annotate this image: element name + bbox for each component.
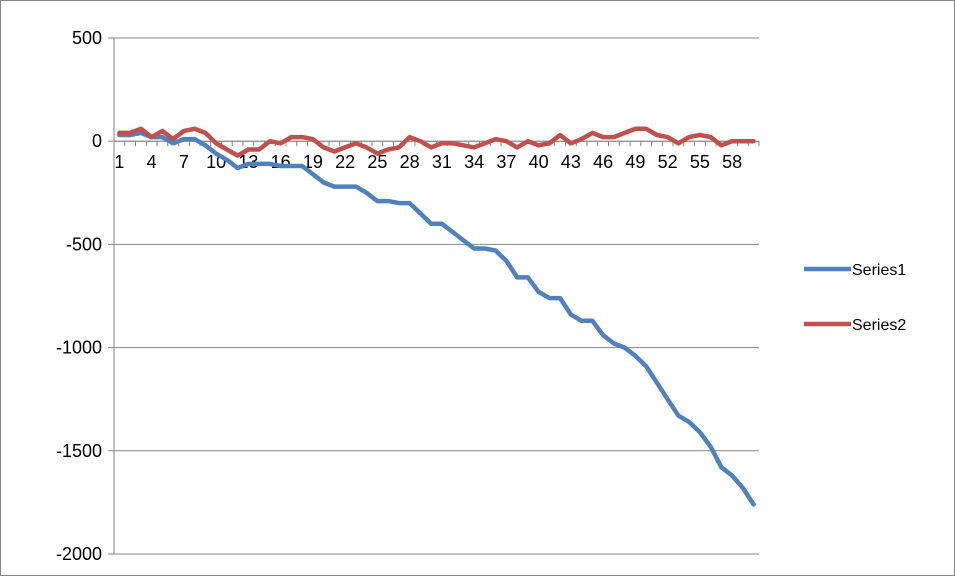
y-tick-label: -1500 [56, 441, 102, 461]
x-tick-label: 4 [147, 152, 157, 172]
legend-label: Series1 [852, 262, 906, 279]
gridlines [114, 37, 759, 555]
y-tick-label: 500 [72, 28, 102, 48]
x-tick-label: 19 [303, 152, 323, 172]
x-tick-label: 1 [114, 152, 124, 172]
x-tick-label: 46 [593, 152, 613, 172]
y-tick-label: -2000 [56, 544, 102, 564]
series-line-series2 [117, 126, 756, 158]
series-line-series1 [117, 130, 756, 507]
y-tick-label: 0 [92, 131, 102, 151]
x-tick-label: 25 [367, 152, 387, 172]
x-tick-label: 16 [271, 152, 291, 172]
x-tick-label: 55 [690, 152, 710, 172]
x-tick-label: 43 [561, 152, 581, 172]
legend: Series1 Series2 [804, 262, 906, 334]
x-tick-label: 31 [432, 152, 452, 172]
x-tick-label: 52 [658, 152, 678, 172]
legend-label: Series2 [852, 317, 906, 334]
x-tick-label: 28 [400, 152, 420, 172]
x-tick-label: 22 [335, 152, 355, 172]
x-tick-label: 49 [625, 152, 645, 172]
y-tick-label: -1000 [56, 338, 102, 358]
x-tick-label: 7 [179, 152, 189, 172]
series-layer [117, 126, 756, 507]
x-tick-label: 58 [722, 152, 742, 172]
x-tick-label: 34 [464, 152, 484, 172]
y-axis: 500 0 -500 -1000 -1500 -2000 [56, 28, 115, 564]
y-tick-label: -500 [66, 234, 102, 254]
x-tick-label: 40 [529, 152, 549, 172]
x-tick-label: 37 [496, 152, 516, 172]
